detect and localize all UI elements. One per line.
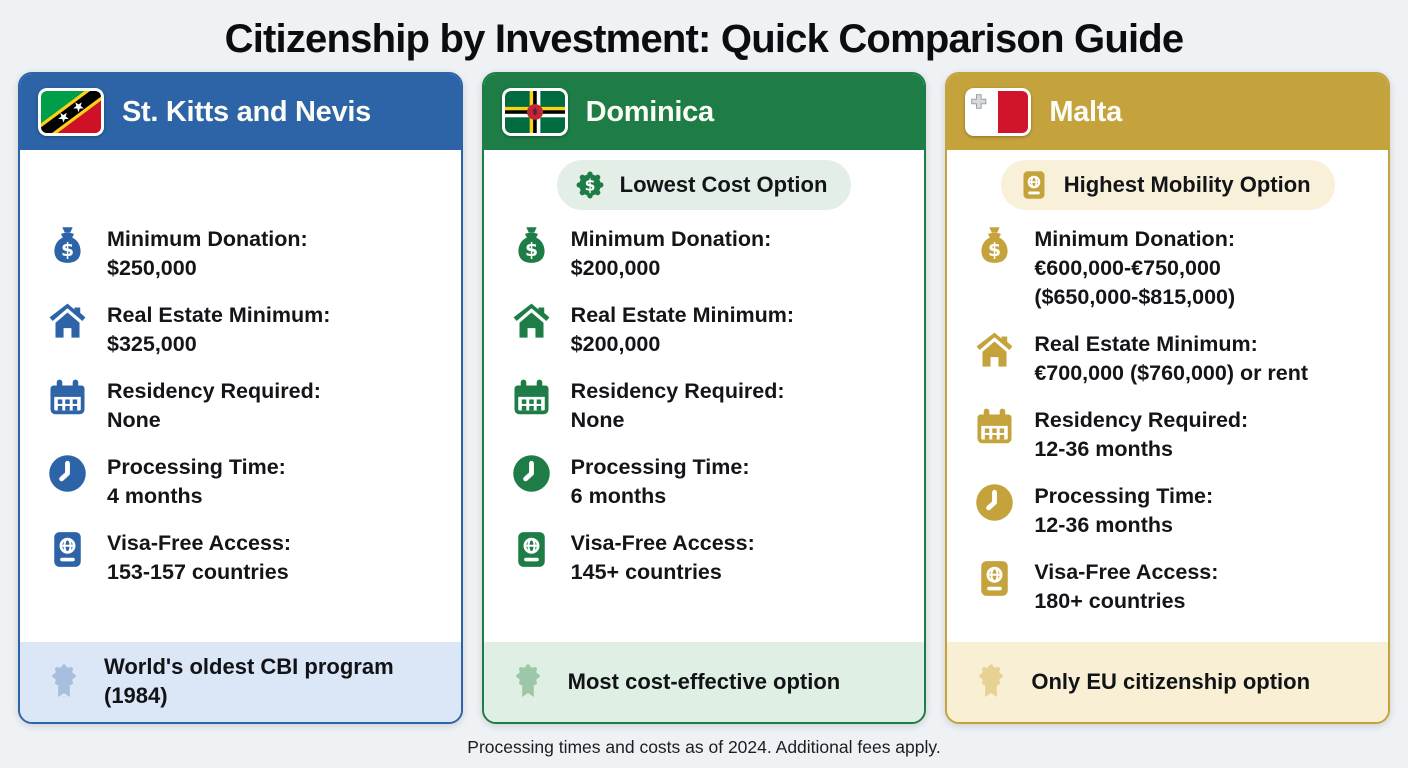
row-label: Processing Time: bbox=[570, 455, 750, 480]
row-label: Real Estate Minimum: bbox=[1034, 332, 1258, 357]
info-row: Visa-Free Access: 180+ countries bbox=[973, 557, 1362, 616]
info-rows: Minimum Donation: €600,000-€750,000 ($650,… bbox=[947, 220, 1388, 616]
info-row: Real Estate Minimum: $325,000 bbox=[46, 300, 435, 359]
card-dominica: Dominica Lowest Cost Option Minimum Dona… bbox=[481, 72, 927, 724]
info-row: Residency Required: 12-36 months bbox=[973, 405, 1362, 464]
row-label: Residency Required: bbox=[1034, 408, 1249, 433]
badge-slot-empty bbox=[20, 150, 461, 220]
row-value: 153-157 countries bbox=[107, 560, 289, 585]
dominica-flag bbox=[501, 88, 568, 136]
card-header: Malta bbox=[947, 74, 1389, 150]
dollar-rosette-icon bbox=[573, 168, 607, 202]
card-header: St. Kitts and Nevis bbox=[20, 74, 461, 150]
footnote: Processing times and costs as of 2024. A… bbox=[467, 737, 941, 757]
info-row: Processing Time: 4 months bbox=[46, 452, 435, 511]
info-row: Real Estate Minimum: $200,000 bbox=[510, 300, 899, 359]
info-row: Processing Time: 6 months bbox=[510, 452, 899, 511]
info-row: Minimum Donation: $250,000 bbox=[46, 224, 435, 283]
card-header: Dominica bbox=[483, 74, 925, 150]
info-rows: Minimum Donation: $200,000 Real Estate Mi… bbox=[484, 220, 925, 587]
info-row: Residency Required: None bbox=[510, 376, 899, 435]
row-value: None bbox=[570, 408, 625, 433]
info-row: Minimum Donation: €600,000-€750,000 ($650,… bbox=[973, 224, 1362, 312]
money-bag-icon bbox=[510, 224, 554, 267]
row-value: 12-36 months bbox=[1034, 437, 1173, 462]
row-value: $200,000 bbox=[570, 256, 661, 281]
badge-label: Lowest Cost Option bbox=[619, 172, 828, 197]
row-label: Real Estate Minimum: bbox=[107, 303, 331, 328]
card-malta: Malta Highest Mobility Option Minimum Do… bbox=[945, 72, 1391, 724]
money-bag-icon bbox=[46, 224, 90, 267]
row-value: 12-36 months bbox=[1034, 513, 1173, 538]
award-ribbon-icon bbox=[971, 662, 1011, 702]
clock-icon bbox=[510, 452, 554, 495]
badge-lowest-cost: Lowest Cost Option bbox=[556, 160, 852, 210]
passport-icon bbox=[510, 528, 554, 571]
row-value: None bbox=[107, 408, 161, 433]
highlight-banner: World's oldest CBI program (1984) bbox=[20, 642, 461, 722]
row-label: Minimum Donation: bbox=[570, 227, 772, 251]
row-value: 180+ countries bbox=[1034, 589, 1186, 614]
country-name: St. Kitts and Nevis bbox=[122, 95, 371, 128]
award-ribbon-icon bbox=[44, 662, 84, 702]
house-icon bbox=[46, 300, 90, 343]
row-value-secondary: ($650,000-$815,000) bbox=[1034, 285, 1236, 310]
badge-slot: Highest Mobility Option bbox=[947, 150, 1388, 220]
row-value: €700,000 ($760,000) or rent bbox=[1034, 361, 1309, 386]
passport-icon bbox=[46, 528, 90, 571]
award-ribbon-icon bbox=[508, 662, 548, 702]
house-icon bbox=[973, 329, 1017, 372]
row-label: Visa-Free Access: bbox=[570, 531, 755, 556]
row-value: 4 months bbox=[107, 484, 203, 509]
st-kitts-and-nevis-flag bbox=[38, 88, 104, 136]
calendar-icon bbox=[510, 376, 554, 419]
row-label: Real Estate Minimum: bbox=[570, 303, 795, 328]
clock-icon bbox=[46, 452, 90, 495]
malta-flag bbox=[965, 88, 1032, 136]
highlight-banner: Only EU citizenship option bbox=[947, 642, 1389, 722]
row-label: Processing Time: bbox=[1034, 484, 1214, 509]
info-row: Minimum Donation: $200,000 bbox=[510, 224, 899, 283]
money-bag-icon bbox=[973, 224, 1017, 267]
calendar-icon bbox=[973, 405, 1017, 448]
house-icon bbox=[510, 300, 554, 343]
highlight-banner: Most cost-effective option bbox=[483, 642, 925, 722]
row-value: $250,000 bbox=[107, 256, 197, 281]
badge-slot: Lowest Cost Option bbox=[484, 150, 925, 220]
country-name: Malta bbox=[1049, 95, 1122, 128]
page-title: Citizenship by Investment: Quick Compari… bbox=[224, 16, 1185, 61]
info-row: Visa-Free Access: 153-157 countries bbox=[46, 528, 435, 587]
calendar-icon bbox=[46, 376, 90, 419]
info-rows: Minimum Donation: $250,000 Real Estate Mi… bbox=[20, 220, 461, 587]
row-label: Residency Required: bbox=[570, 379, 785, 404]
row-value: €600,000-€750,000 bbox=[1034, 256, 1221, 281]
row-value: $200,000 bbox=[570, 332, 661, 357]
row-value: $325,000 bbox=[107, 332, 197, 357]
row-label: Visa-Free Access: bbox=[107, 531, 292, 556]
row-value: 6 months bbox=[570, 484, 667, 509]
row-value: 145+ countries bbox=[570, 560, 722, 585]
info-row: Processing Time: 12-36 months bbox=[973, 481, 1362, 540]
badge-label: Highest Mobility Option bbox=[1063, 172, 1311, 197]
badge-highest-mobility: Highest Mobility Option bbox=[1000, 160, 1335, 210]
row-label: Residency Required: bbox=[107, 379, 321, 404]
row-label: Processing Time: bbox=[107, 455, 286, 480]
highlight-text: World's oldest CBI program (1984) bbox=[104, 654, 394, 708]
row-label: Minimum Donation: bbox=[107, 227, 308, 251]
card-st-kitts-and-nevis: St. Kitts and Nevis Minimum Donation: $25… bbox=[18, 72, 463, 724]
highlight-text: Only EU citizenship option bbox=[1031, 668, 1311, 694]
info-row: Residency Required: None bbox=[46, 376, 435, 435]
passport-icon bbox=[973, 557, 1017, 600]
clock-icon bbox=[973, 481, 1017, 524]
highlight-text: Most cost-effective option bbox=[567, 668, 841, 694]
info-row: Visa-Free Access: 145+ countries bbox=[510, 528, 899, 587]
passport-badge-icon bbox=[1017, 168, 1051, 202]
comparison-cards: St. Kitts and Nevis Minimum Donation: $25… bbox=[0, 72, 1408, 724]
row-label: Visa-Free Access: bbox=[1034, 560, 1219, 585]
row-label: Minimum Donation: bbox=[1034, 227, 1235, 251]
info-row: Real Estate Minimum: €700,000 ($760,000) … bbox=[973, 329, 1362, 388]
country-name: Dominica bbox=[585, 95, 714, 128]
